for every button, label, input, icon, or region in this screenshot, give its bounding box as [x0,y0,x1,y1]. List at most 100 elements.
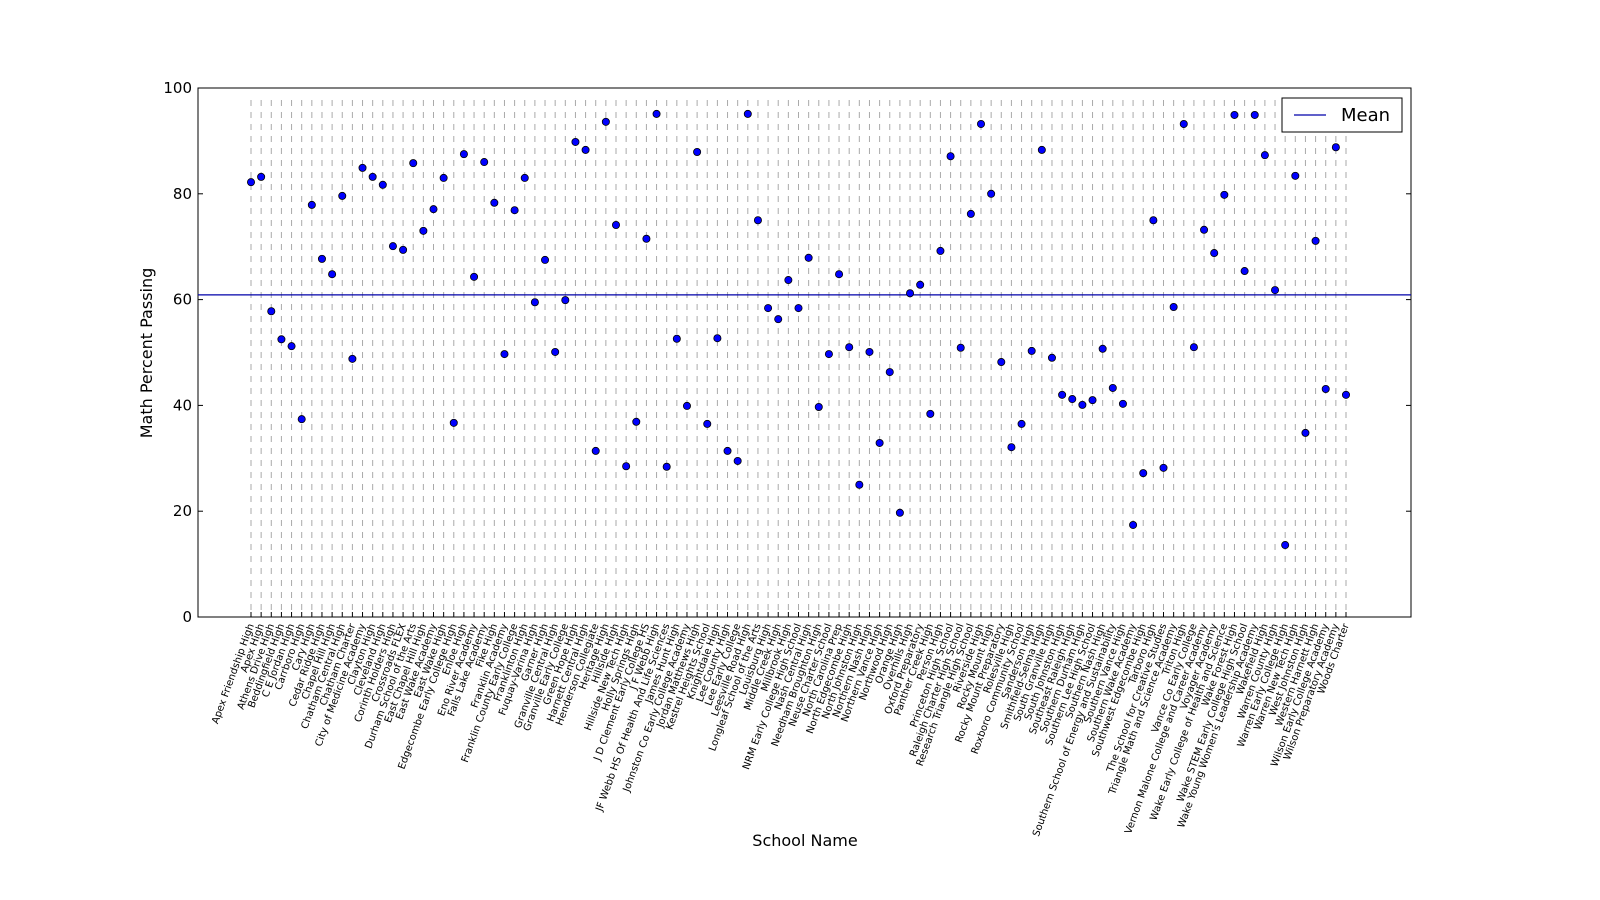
point [277,335,286,344]
point [784,276,793,285]
point [591,446,600,455]
point [794,304,803,313]
point [1118,399,1127,408]
point [977,119,986,128]
point [1068,395,1077,404]
point [1078,400,1087,409]
point [510,206,519,215]
point [885,368,894,377]
point [287,342,296,351]
point [662,462,671,471]
y-tick-label: 100 [163,79,192,97]
point [561,296,570,305]
legend-label: Mean [1341,105,1390,126]
point [855,480,864,489]
point [399,245,408,254]
point [1037,145,1046,154]
point [1291,171,1300,180]
point [1240,267,1249,276]
point [966,209,975,218]
point [774,315,783,324]
y-tick-label: 0 [182,608,192,626]
point [1088,396,1097,405]
point [581,145,590,154]
point [743,109,752,118]
point [1301,428,1310,437]
point [814,402,823,411]
x-axis-label: School Name [752,831,857,850]
point [317,254,326,263]
point [429,205,438,214]
point [622,462,631,471]
plot-frame [197,87,1412,618]
point [824,350,833,359]
point [328,270,337,279]
point [1108,383,1117,392]
point [480,158,489,167]
point [723,446,732,455]
point [257,172,266,181]
point [297,415,306,424]
point [490,198,499,207]
point [246,178,255,187]
point [632,417,641,426]
point [1098,344,1107,353]
point [1210,249,1219,258]
point [753,216,762,225]
point [693,148,702,157]
point [459,150,468,159]
point [926,409,935,418]
point [865,347,874,356]
point [419,226,428,235]
point [388,242,397,251]
point [1027,346,1036,355]
point [733,456,742,465]
point [601,117,610,126]
point [449,418,458,427]
point [1342,390,1351,399]
point [409,159,418,168]
point [1220,190,1229,199]
point [1200,225,1209,234]
point [439,173,448,182]
point [1281,541,1290,550]
y-tick-label: 60 [173,291,192,309]
point [368,172,377,181]
point [1169,303,1178,312]
point [1149,216,1158,225]
point [652,109,661,118]
point [1260,151,1269,160]
point [1179,119,1188,128]
point [541,255,550,264]
point [267,307,276,316]
y-tick-label: 80 [173,185,192,203]
point [713,334,722,343]
point [997,358,1006,367]
point [682,401,691,410]
point [551,347,560,356]
point [1017,419,1026,428]
point [520,173,529,182]
point [875,438,884,447]
point [1047,353,1056,362]
point [500,350,509,359]
point [703,419,712,428]
y-tick-label: 20 [173,502,192,520]
point [956,343,965,352]
point [307,200,316,209]
point [906,289,915,298]
point [1321,385,1330,394]
point [530,298,539,307]
point [642,234,651,243]
point [1129,520,1138,529]
point [1331,143,1340,152]
y-tick-label: 40 [173,396,192,414]
point [612,221,621,230]
point [378,180,387,189]
point [1058,390,1067,399]
point [571,137,580,146]
point [804,253,813,262]
point [946,152,955,161]
point [348,354,357,363]
